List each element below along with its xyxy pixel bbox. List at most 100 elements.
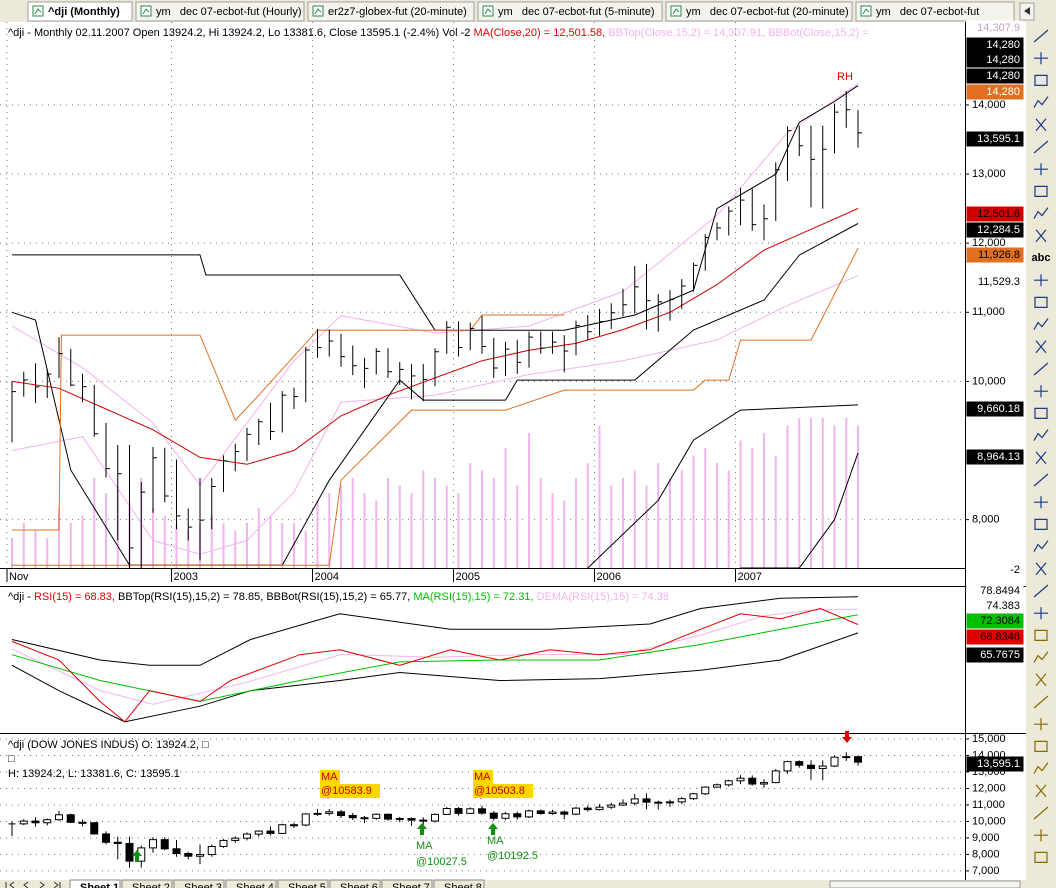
volume-bar xyxy=(563,500,566,568)
toolbar-icon[interactable] xyxy=(1033,96,1049,108)
sheet-tab-label: Sheet 1 xyxy=(80,882,119,888)
annotation-box xyxy=(473,784,533,798)
toolbar-icon[interactable] xyxy=(1034,185,1048,197)
price-bar xyxy=(93,384,99,437)
sheet-tab-background xyxy=(433,879,485,888)
value-box xyxy=(966,583,1024,599)
volume-bar xyxy=(269,515,272,568)
candle-body xyxy=(278,824,287,834)
toolbar-icon[interactable] xyxy=(1034,718,1048,731)
sheet-tab[interactable]: Sheet 1 xyxy=(69,879,121,888)
price-bar xyxy=(845,91,851,128)
sheet-tab[interactable]: Sheet 3 xyxy=(173,879,225,888)
toolbar-icon[interactable] xyxy=(1034,407,1048,419)
toolbar-icon[interactable] xyxy=(1033,29,1049,43)
y-tick-label: 12,000 xyxy=(972,237,1006,249)
volume-bar xyxy=(422,470,425,568)
pane-header: ^dji - Monthly 02.11.2007 Open 13924.2, … xyxy=(8,27,872,39)
price-bar xyxy=(58,337,63,378)
pane-header: H: 13924.2, L: 13381.6, C: 13595.1 xyxy=(8,768,180,780)
value-box xyxy=(966,647,1024,663)
toolbar-icon[interactable] xyxy=(1033,651,1049,663)
toolbar-icon[interactable] xyxy=(1033,584,1049,598)
h-scrollbar[interactable] xyxy=(829,880,1021,888)
price-bar xyxy=(552,331,557,354)
chart-area xyxy=(0,22,1026,880)
toolbar-icon[interactable] xyxy=(1033,140,1049,154)
toolbar-icon[interactable] xyxy=(1034,296,1048,308)
candle-body xyxy=(19,820,28,825)
sheet-tab[interactable]: Sheet 7 xyxy=(381,879,433,888)
toolbar-icon[interactable] xyxy=(1034,629,1048,641)
tab[interactable]: ym dec 07-ecbot-fut (5-minute) xyxy=(477,1,663,22)
toolbar-icon[interactable] xyxy=(1035,784,1047,798)
candle-body xyxy=(666,801,674,804)
toolbar-icon[interactable] xyxy=(1034,163,1048,176)
toolbar-icon[interactable] xyxy=(1033,318,1049,330)
toolbar-icon[interactable] xyxy=(1035,451,1047,465)
toolbar-icon[interactable] xyxy=(1035,562,1047,576)
sheet-tab[interactable]: Sheet 6 xyxy=(329,879,381,888)
toolbar-icon[interactable] xyxy=(1033,362,1049,376)
toolbar-icon[interactable] xyxy=(1034,829,1048,842)
toolbar-icon[interactable] xyxy=(1034,518,1048,530)
toolbar-icon[interactable] xyxy=(1033,762,1049,774)
volume-bar xyxy=(680,470,683,568)
volume-bar xyxy=(445,485,448,568)
value-box-label: 13,595.1 xyxy=(977,133,1020,145)
toolbar-icon[interactable] xyxy=(1034,385,1048,398)
price-bar xyxy=(599,308,604,336)
tab-icon-glyph xyxy=(672,8,680,15)
price-bar xyxy=(199,478,204,561)
value-box xyxy=(966,222,1024,238)
candle-body xyxy=(219,839,228,848)
toolbar-icon[interactable] xyxy=(1034,740,1048,752)
sheet-tab[interactable]: Sheet 2 xyxy=(121,879,173,888)
toolbar-icon[interactable] xyxy=(1035,673,1047,687)
tab[interactable]: ym dec 07-ecbot-fut (20-minute) xyxy=(665,1,853,22)
value-box xyxy=(966,613,1024,629)
x-tick-label: 2004 xyxy=(315,571,339,583)
price-bar xyxy=(728,206,733,236)
tab[interactable]: ym dec 07-ecbot-fut xyxy=(855,1,1015,22)
candle-body xyxy=(713,784,721,788)
header-part: ^dji - xyxy=(8,591,34,603)
toolbar-icon[interactable] xyxy=(1034,274,1048,287)
plot xyxy=(11,83,862,568)
price-bar xyxy=(35,363,40,403)
tab[interactable]: ym dec 07-ecbot-fut (Hourly) xyxy=(135,1,305,22)
toolbar-icon[interactable] xyxy=(1033,429,1049,441)
toolbar-icon[interactable] xyxy=(1034,496,1048,509)
toolbar-icon[interactable] xyxy=(1033,540,1049,552)
tab-label: er2z7-globex-fut (20-minute) xyxy=(328,6,467,18)
toolbar-icon[interactable] xyxy=(1035,118,1047,132)
sheet-tab[interactable]: Sheet 4 xyxy=(225,879,277,888)
sheet-nav[interactable] xyxy=(5,881,61,888)
price-bar xyxy=(70,348,75,387)
y-tick-label: 15,000 xyxy=(972,733,1006,745)
tab-label: ym dec 07-ecbot-fut (5-minute) xyxy=(498,6,655,18)
sheet-tab[interactable]: Sheet 8 xyxy=(433,879,485,888)
toolbar-icon[interactable] xyxy=(1033,207,1049,219)
sheet-tab[interactable]: Sheet 5 xyxy=(277,879,329,888)
candle-body xyxy=(172,848,181,855)
annotation: @10503.8 xyxy=(474,785,525,797)
toolbar-icon[interactable] xyxy=(1033,695,1049,709)
tab[interactable]: er2z7-globex-fut (20-minute) xyxy=(307,1,475,22)
toolbar-icon[interactable] xyxy=(1035,229,1047,243)
toolbar-icon[interactable] xyxy=(1034,851,1048,863)
tab[interactable]: ^dji (Monthly) xyxy=(27,1,133,22)
toolbar-icon[interactable] xyxy=(1034,607,1048,620)
toolbar-icon[interactable] xyxy=(1033,473,1049,487)
toolbar-icon[interactable] xyxy=(1034,74,1048,86)
toolbar-icon[interactable] xyxy=(1035,340,1047,354)
price-bar xyxy=(740,187,745,226)
candle-body xyxy=(783,761,792,772)
price-bar xyxy=(281,391,287,433)
candle-body xyxy=(442,808,451,815)
toolbar-icon[interactable] xyxy=(1034,52,1048,65)
price-bar xyxy=(23,371,28,397)
toolbar-icon[interactable] xyxy=(1033,806,1049,820)
volume-bar xyxy=(93,478,96,568)
